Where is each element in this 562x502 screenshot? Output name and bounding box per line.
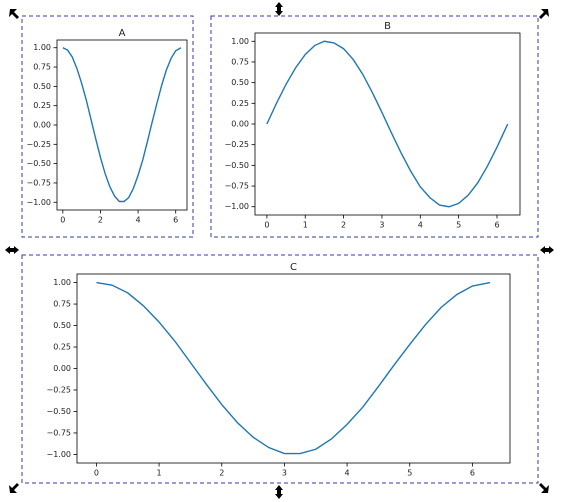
y-tick-label: −0.25: [46, 385, 71, 394]
x-tick-label: 4: [136, 216, 141, 225]
y-tick-label: −1.00: [26, 198, 51, 207]
resize-handle[interactable]: [275, 485, 283, 499]
x-tick-label: 4: [345, 469, 350, 478]
y-tick-label: −0.50: [46, 407, 71, 416]
y-tick-label: −0.75: [46, 428, 71, 437]
y-tick-label: 0.75: [53, 300, 71, 309]
y-tick-label: 0.50: [53, 321, 71, 330]
y-tick-label: −0.25: [224, 140, 249, 149]
y-tick-label: −1.00: [46, 450, 71, 459]
y-tick-label: 0.25: [33, 101, 51, 110]
y-tick-label: 0.75: [33, 63, 51, 72]
x-tick-label: 2: [341, 221, 346, 230]
x-tick-label: 1: [303, 221, 308, 230]
y-tick-label: −0.50: [26, 159, 51, 168]
y-tick-label: 0.50: [231, 78, 249, 87]
resize-handle[interactable]: [275, 2, 283, 16]
line-series: [62, 47, 182, 203]
resize-handle[interactable]: [9, 9, 19, 19]
y-tick-label: 0.50: [33, 82, 51, 91]
y-tick-label: −1.00: [224, 202, 249, 211]
chart-title: A: [119, 28, 126, 39]
y-tick-label: 0.75: [231, 57, 249, 66]
x-tick-label: 4: [418, 221, 423, 230]
x-tick-label: 6: [470, 469, 475, 478]
line-series: [266, 40, 509, 208]
panel-frame[interactable]: [21, 254, 539, 484]
panel-frame[interactable]: [210, 15, 539, 238]
x-tick-label: 2: [219, 469, 224, 478]
y-tick-label: −0.75: [224, 182, 249, 191]
resize-handle[interactable]: [5, 246, 19, 254]
y-tick-label: 0.00: [33, 121, 51, 130]
y-tick-label: 0.00: [231, 120, 249, 129]
resize-handles[interactable]: [5, 2, 554, 499]
y-tick-label: −0.50: [224, 161, 249, 170]
chart-title: C: [290, 262, 297, 273]
resize-handle[interactable]: [540, 246, 554, 254]
x-tick-label: 3: [282, 469, 287, 478]
x-tick-label: 0: [60, 216, 65, 225]
x-tick-label: 6: [494, 221, 499, 230]
plot-area: [76, 273, 511, 464]
x-tick-label: 0: [264, 221, 269, 230]
y-tick-label: 0.25: [53, 343, 71, 352]
x-tick-label: 1: [157, 469, 162, 478]
x-tick-label: 2: [98, 216, 103, 225]
y-tick-label: −0.75: [26, 178, 51, 187]
y-tick-label: 1.00: [231, 37, 249, 46]
y-tick-label: 0.25: [231, 99, 249, 108]
resize-handle[interactable]: [539, 9, 549, 19]
y-tick-label: 0.00: [53, 364, 71, 373]
x-tick-label: 5: [407, 469, 412, 478]
x-tick-label: 6: [173, 216, 178, 225]
x-tick-label: 0: [94, 469, 99, 478]
resize-handle[interactable]: [539, 483, 549, 493]
panel-frame[interactable]: [21, 15, 194, 238]
resize-handle[interactable]: [9, 483, 19, 493]
plot-area: [56, 39, 188, 211]
line-series: [96, 281, 491, 455]
y-tick-label: 1.00: [53, 278, 71, 287]
y-tick-label: −0.25: [26, 140, 51, 149]
x-tick-label: 3: [379, 221, 384, 230]
x-tick-label: 5: [456, 221, 461, 230]
chart-title: B: [384, 21, 391, 32]
y-tick-label: 1.00: [33, 43, 51, 52]
